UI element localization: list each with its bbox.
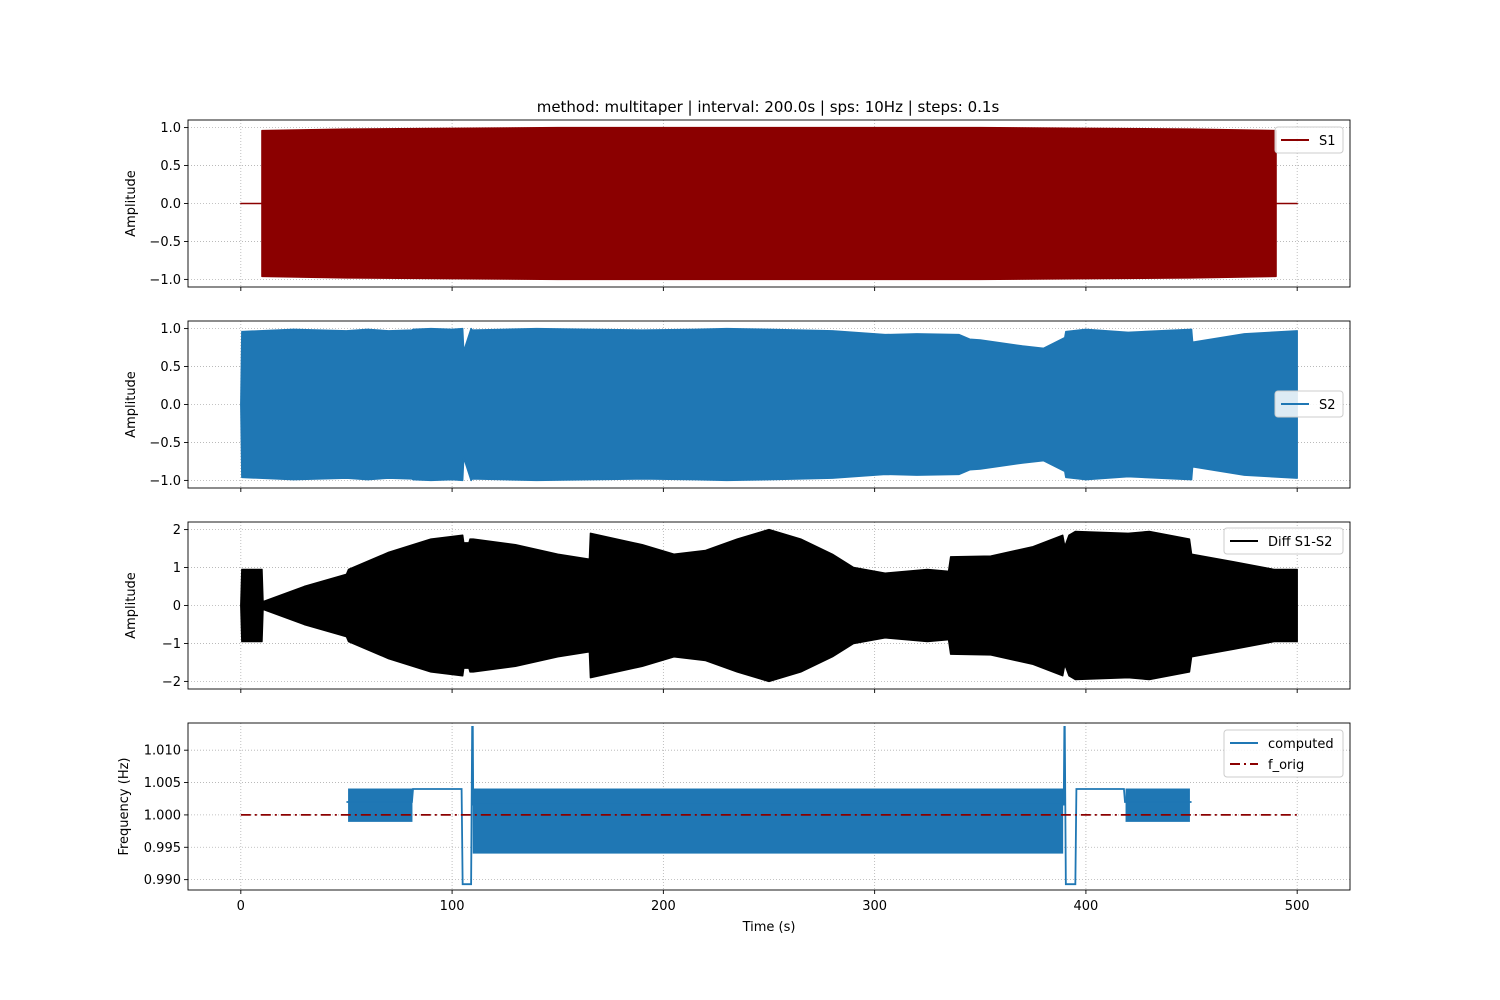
series-frequency	[240, 725, 1298, 886]
y-tick-label: 1.000	[144, 808, 181, 823]
legend: computed f_orig	[1223, 729, 1344, 778]
y-tick-label: −0.5	[149, 235, 181, 250]
x-tick-label: 500	[1285, 899, 1310, 914]
axes-frame	[187, 722, 1351, 891]
y-axis-label: Amplitude	[124, 170, 139, 237]
chart-title: method: multitaper | interval: 200.0s | …	[537, 98, 1000, 116]
axes: 1.0 0.5 0.0 −0.5 −1.0	[149, 320, 1351, 492]
y-axis-label: Frequency (Hz)	[117, 757, 132, 855]
y-tick-label: 0.0	[160, 398, 181, 413]
legend-box	[1223, 527, 1344, 555]
y-tick-label: 0.995	[144, 841, 181, 856]
legend-label-s2: S2	[1319, 398, 1336, 413]
legend-box	[1223, 729, 1344, 778]
axes: 1.0 0.5 0.0 −0.5 −1.0	[149, 119, 1351, 291]
y-tick-label: 0.990	[144, 873, 181, 888]
subplot-s2: 1.0 0.5 0.0 −0.5 −1.0 Amplitude S2	[124, 320, 1351, 492]
y-tick-label: 0.0	[160, 197, 181, 212]
legend: S1	[1274, 126, 1344, 154]
oscillation-band-computed	[348, 788, 413, 822]
line-computed	[346, 725, 1192, 886]
y-tick-label: 1.0	[160, 322, 181, 337]
y-tick-label: −1.0	[149, 273, 181, 288]
legend: S2	[1274, 390, 1344, 418]
y-tick-label: 1.005	[144, 776, 181, 791]
y-tick-label: 1	[173, 561, 181, 576]
signal-diff-s1-s2	[240, 528, 1298, 683]
series-s1	[240, 126, 1298, 281]
series-diff	[240, 528, 1298, 683]
x-tick-label: 200	[651, 899, 676, 914]
y-tick-label: −2	[162, 675, 181, 690]
signal-s2	[240, 327, 1298, 482]
x-tick-label: 0	[237, 899, 245, 914]
y-tick-label: 2	[173, 523, 181, 538]
x-axis-label: Time (s)	[742, 920, 796, 935]
subplot-frequency: 0 100 200 300 400 500 1.010 1.005 1.000 0.995 0.99…	[117, 722, 1351, 935]
axes: 2 1 0 −1 −2	[162, 521, 1351, 693]
legend-label-s1: S1	[1319, 134, 1336, 149]
y-tick-label: 1.0	[160, 121, 181, 136]
subplot-diff: 2 1 0 −1 −2 Amplitude Diff S1-S2	[124, 521, 1351, 693]
x-tick-label: 300	[862, 899, 887, 914]
oscillation-band-computed	[1125, 788, 1190, 822]
subplot-s1: 1.0 0.5 0.0 −0.5 −1.0 Amplitude S1	[124, 119, 1351, 291]
y-axis-label: Amplitude	[124, 572, 139, 639]
y-tick-label: 0.5	[160, 360, 181, 375]
y-tick-label: −0.5	[149, 436, 181, 451]
y-tick-label: −1	[162, 637, 181, 652]
axes: 0 100 200 300 400 500 1.010 1.005 1.000 0.995 0.99…	[144, 722, 1351, 914]
legend-label-f-orig: f_orig	[1268, 758, 1304, 773]
series-s2	[240, 327, 1298, 482]
y-axis-label: Amplitude	[124, 371, 139, 438]
signal-s1	[240, 126, 1298, 281]
x-tick-label: 100	[440, 899, 465, 914]
y-tick-label: 1.010	[144, 744, 181, 759]
y-tick-label: 0	[173, 599, 181, 614]
x-tick-label: 400	[1073, 899, 1098, 914]
legend-label-diff-s1-s2: Diff S1-S2	[1268, 535, 1332, 550]
y-tick-label: 0.5	[160, 159, 181, 174]
legend: Diff S1-S2	[1223, 527, 1344, 555]
oscillation-band-computed	[472, 788, 1064, 854]
y-tick-label: −1.0	[149, 474, 181, 489]
legend-label-computed: computed	[1268, 737, 1334, 752]
